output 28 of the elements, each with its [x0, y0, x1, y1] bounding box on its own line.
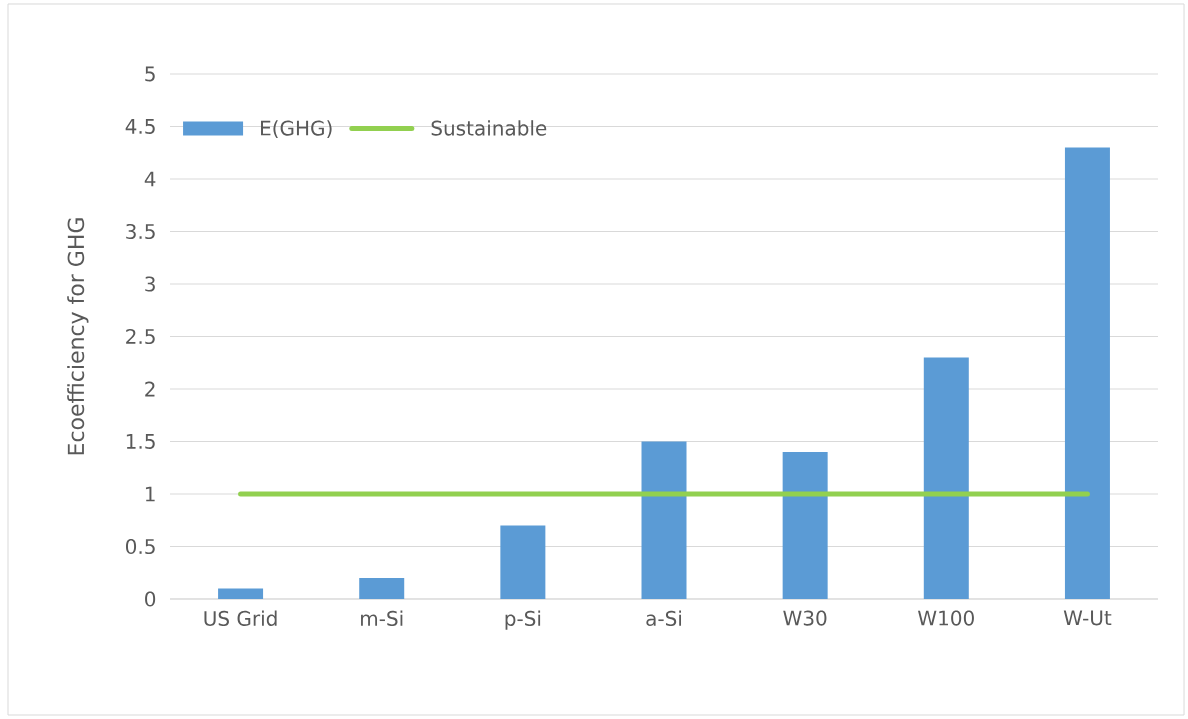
bar	[359, 578, 405, 599]
x-tick-label: a-Si	[646, 610, 682, 626]
y-tick-label: 1	[145, 486, 155, 502]
x-tick-label: m-Si	[361, 610, 403, 626]
x-tick-label: p-Si	[505, 610, 541, 630]
x-tick-label: W30	[783, 610, 827, 626]
y-tick-label: 1.5	[126, 434, 155, 449]
bar	[641, 441, 687, 599]
y-tick-label: 2	[145, 381, 155, 397]
x-tick-label: W100	[917, 610, 974, 626]
y-tick-label: 0.5	[125, 538, 155, 555]
y-tick-label: 2.5	[126, 328, 155, 345]
bar	[500, 525, 546, 599]
y-tick-label: 3	[145, 276, 155, 292]
legend-label: E(GHG)	[261, 120, 332, 139]
y-tick-label: 4	[144, 171, 156, 187]
bar	[1064, 147, 1110, 599]
y-tick-label: 0	[145, 591, 156, 607]
bar	[782, 452, 828, 599]
x-tick-label: W-Ut	[1063, 610, 1112, 626]
y-tick-label: 3.5	[126, 223, 155, 240]
legend-label: Sustainable	[431, 120, 547, 136]
y-tick-label: 4.5	[125, 119, 155, 134]
y-tick-label: 5	[145, 66, 155, 82]
bar	[923, 357, 969, 599]
x-tick-label: US Grid	[204, 610, 277, 626]
bar	[218, 588, 264, 599]
y-axis-title: Ecoefficiency for GHG	[67, 218, 89, 455]
